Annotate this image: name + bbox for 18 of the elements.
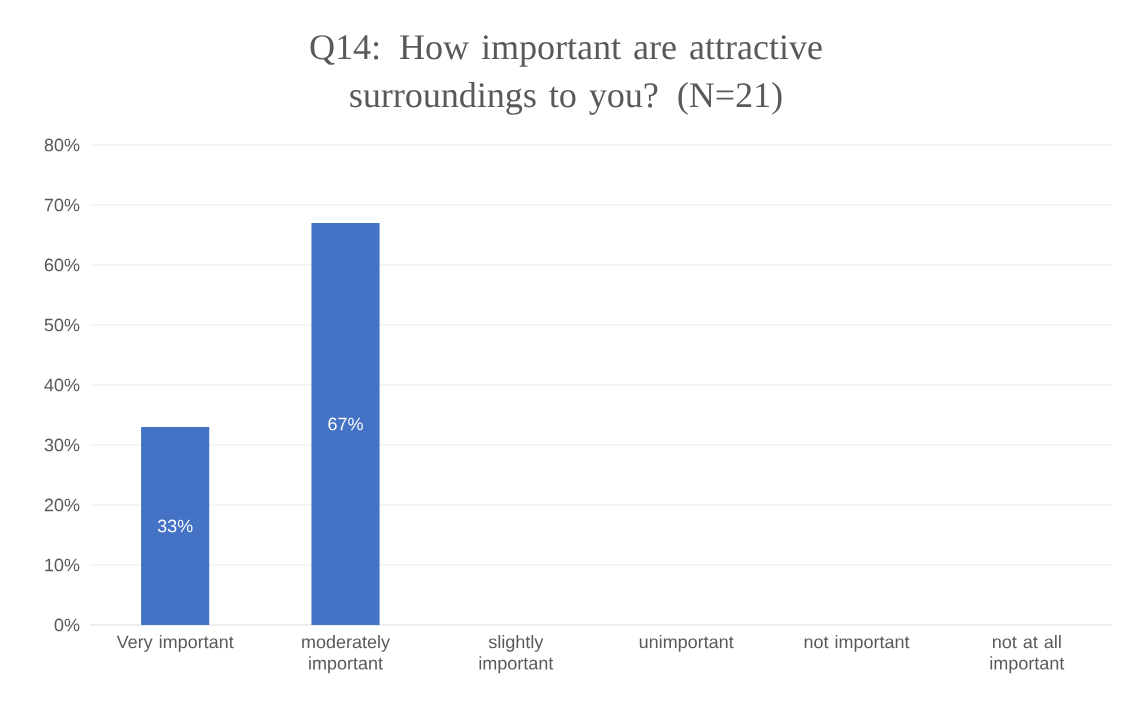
data-label: 67%: [328, 417, 363, 431]
x-tick-label: unimportant: [639, 635, 734, 652]
x-tick-label: moderately important: [302, 635, 390, 674]
y-tick-label: 40%: [44, 378, 80, 392]
y-tick-label: 0%: [54, 618, 80, 632]
y-tick-label: 70%: [44, 198, 80, 212]
x-tick-label: slightly important: [479, 635, 554, 674]
y-tick-label: 30%: [44, 438, 80, 452]
y-tick-label: 80%: [44, 138, 80, 152]
y-tick-label: 20%: [44, 498, 80, 512]
x-tick-label: not important: [804, 635, 910, 652]
y-tick-label: 10%: [45, 558, 80, 572]
x-tick-label: Very important: [116, 635, 234, 652]
data-label: 33%: [157, 519, 193, 533]
y-tick-label: 50%: [44, 318, 80, 332]
y-tick-label: 60%: [44, 258, 80, 272]
chart-title: Q14: How important are attractive surroundings to you? (N=21): [310, 35, 822, 115]
x-tick-label: not at all important: [990, 635, 1065, 674]
